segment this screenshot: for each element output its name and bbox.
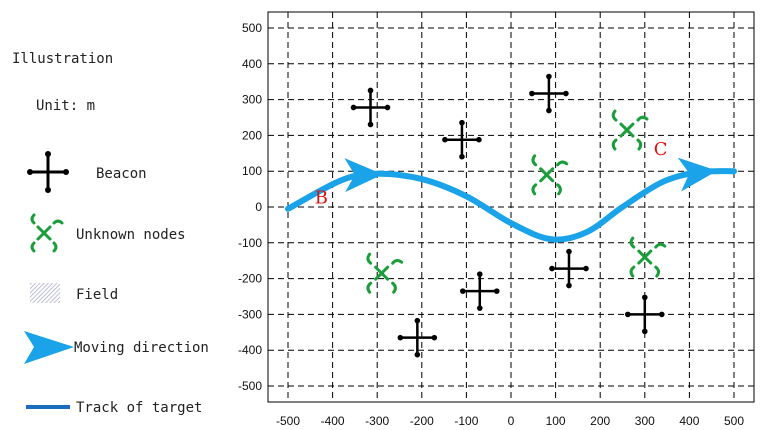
point-label: B (315, 187, 328, 208)
unknown-nodes-layer (366, 109, 667, 294)
x-tick-label: 300 (635, 414, 655, 428)
x-tick-label: -400 (321, 414, 345, 428)
x-tick-label: 500 (724, 414, 744, 428)
legend-title: Illustration (12, 51, 113, 67)
legend-field-icon (30, 283, 60, 303)
x-tick-label: 400 (679, 414, 699, 428)
y-tick-label: 200 (242, 128, 262, 142)
unknown-node-marker (629, 236, 667, 278)
y-tick-label: 500 (242, 21, 262, 35)
direction-arrow (344, 158, 383, 193)
x-tick-label: -100 (454, 414, 478, 428)
y-tick-label: 0 (255, 200, 262, 214)
beacon-marker (625, 294, 665, 335)
y-tick-label: 300 (242, 93, 262, 107)
legend-field-label: Field (76, 287, 118, 303)
y-tick-label: 400 (242, 57, 262, 71)
point-labels: BC (315, 139, 668, 208)
plot-area: -500 -400 -300 -200 -100 0 100 200 300 400 500 500… (238, 11, 755, 428)
plot-frame (267, 11, 755, 403)
x-tick-label: 100 (546, 414, 566, 428)
unknown-node-marker (366, 252, 404, 294)
legend-unit: Unit: m (36, 98, 95, 114)
beacon-marker (442, 119, 482, 160)
y-tick-label: -400 (238, 343, 262, 357)
beacon-marker (397, 317, 438, 358)
beacons-layer (350, 73, 665, 358)
y-tick-label: -300 (238, 307, 262, 321)
beacon-marker (459, 271, 500, 311)
target-track (285, 157, 737, 243)
point-label: C (654, 139, 668, 160)
x-tick-label: -500 (276, 414, 300, 428)
legend: Illustration Unit: m Beacon Unknown node… (12, 51, 209, 416)
direction-arrow (677, 157, 718, 192)
legend-unknown-label: Unknown nodes (76, 227, 186, 243)
legend-beacon-label: Beacon (96, 166, 147, 182)
unknown-node-marker (531, 154, 569, 196)
x-tick-label: 0 (508, 414, 515, 428)
beacon-marker (350, 87, 391, 128)
legend-direction-label: Moving direction (74, 340, 209, 356)
legend-track-label: Track of target (76, 400, 202, 416)
x-tick-label: -300 (365, 414, 389, 428)
x-tick-label: -200 (410, 414, 434, 428)
legend-beacon-icon (27, 151, 69, 193)
legend-unknown-node-icon (30, 213, 64, 253)
y-tick-label: -100 (238, 236, 262, 250)
grid (268, 12, 754, 402)
legend-arrow-icon (24, 331, 74, 364)
beacon-marker (549, 248, 589, 289)
y-axis-ticks: 500 400 300 200 100 0 -100 -200 -300 -400 -500 (238, 21, 262, 393)
beacon-marker (529, 73, 569, 114)
x-axis-ticks: -500 -400 -300 -200 -100 0 100 200 300 400 500 (276, 414, 744, 428)
x-tick-label: 200 (590, 414, 610, 428)
unknown-node-marker (611, 109, 649, 151)
y-tick-label: -500 (238, 379, 262, 393)
y-tick-label: 100 (242, 164, 262, 178)
y-tick-label: -200 (238, 272, 262, 286)
